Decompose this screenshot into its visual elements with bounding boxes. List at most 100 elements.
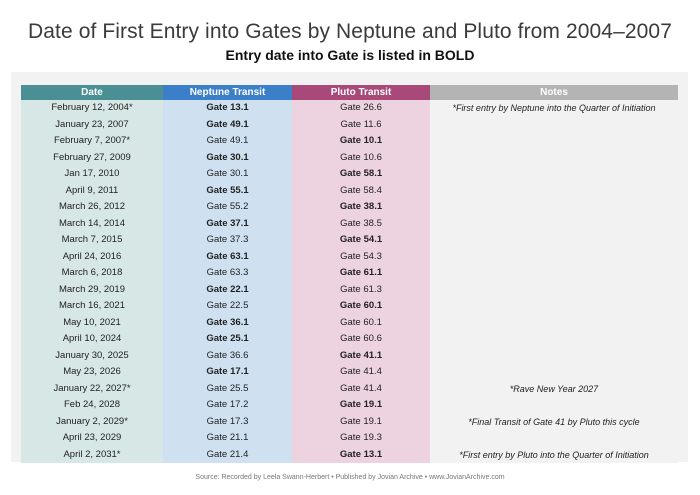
table-row: February 12, 2004* Gate 13.1 Gate 26.6 *Fir…: [21, 100, 678, 117]
neptune-transit-cell: Gate 25.5: [163, 380, 292, 397]
neptune-transit-cell: Gate 37.3: [163, 232, 292, 249]
notes-cell: [430, 215, 678, 232]
table-row: March 16, 2021 Gate 22.5 Gate 60.1: [21, 298, 678, 315]
date-cell: March 7, 2015: [21, 232, 163, 249]
neptune-transit-cell: Gate 30.1: [163, 149, 292, 166]
date-cell: April 10, 2024: [21, 331, 163, 348]
table-row: April 9, 2011 Gate 55.1 Gate 58.4: [21, 182, 678, 199]
header-pluto-transit: Pluto Transit: [292, 85, 430, 100]
date-cell: March 16, 2021: [21, 298, 163, 315]
pluto-transit-cell: Gate 13.1: [292, 446, 430, 463]
page-title: Date of First Entry into Gates by Neptun…: [28, 20, 672, 43]
neptune-transit-cell: Gate 55.2: [163, 199, 292, 216]
table-row: January 30, 2025 Gate 36.6 Gate 41.1: [21, 347, 678, 364]
date-cell: January 23, 2007: [21, 116, 163, 133]
pluto-transit-cell: Gate 19.1: [292, 397, 430, 414]
neptune-transit-cell: Gate 21.4: [163, 446, 292, 463]
table-row: April 23, 2029 Gate 21.1 Gate 19.3: [21, 430, 678, 447]
notes-cell: [430, 232, 678, 249]
table-row: March 29, 2019 Gate 22.1 Gate 61.3: [21, 281, 678, 298]
pluto-transit-cell: Gate 58.4: [292, 182, 430, 199]
neptune-transit-cell: Gate 17.2: [163, 397, 292, 414]
table-row: March 26, 2012 Gate 55.2 Gate 38.1: [21, 199, 678, 216]
notes-cell: *First entry by Neptune into the Quarter…: [430, 100, 678, 117]
table-row: January 23, 2007 Gate 49.1 Gate 11.6: [21, 116, 678, 133]
pluto-transit-cell: Gate 38.5: [292, 215, 430, 232]
date-cell: April 9, 2011: [21, 182, 163, 199]
header-date: Date: [21, 85, 163, 100]
pluto-transit-cell: Gate 11.6: [292, 116, 430, 133]
date-cell: January 2, 2029*: [21, 413, 163, 430]
neptune-transit-cell: Gate 49.1: [163, 116, 292, 133]
neptune-transit-cell: Gate 63.3: [163, 265, 292, 282]
table-row: Jan 17, 2010 Gate 30.1 Gate 58.1: [21, 166, 678, 183]
pluto-transit-cell: Gate 41.4: [292, 380, 430, 397]
date-cell: January 30, 2025: [21, 347, 163, 364]
neptune-transit-cell: Gate 22.1: [163, 281, 292, 298]
table-header-row: Date Neptune Transit Pluto Transit Notes: [21, 85, 678, 100]
notes-cell: [430, 199, 678, 216]
notes-cell: *Rave New Year 2027: [430, 380, 678, 397]
notes-cell: [430, 397, 678, 414]
pluto-transit-cell: Gate 19.3: [292, 430, 430, 447]
date-cell: March 14, 2014: [21, 215, 163, 232]
table-row: March 7, 2015 Gate 37.3 Gate 54.1: [21, 232, 678, 249]
neptune-transit-cell: Gate 49.1: [163, 133, 292, 150]
date-cell: April 23, 2029: [21, 430, 163, 447]
date-cell: March 29, 2019: [21, 281, 163, 298]
notes-cell: [430, 182, 678, 199]
pluto-transit-cell: Gate 41.4: [292, 364, 430, 381]
pluto-transit-cell: Gate 19.1: [292, 413, 430, 430]
date-cell: January 22, 2027*: [21, 380, 163, 397]
notes-cell: [430, 133, 678, 150]
neptune-transit-cell: Gate 36.1: [163, 314, 292, 331]
notes-cell: *First entry by Pluto into the Quarter o…: [430, 446, 678, 463]
date-cell: April 24, 2016: [21, 248, 163, 265]
table-row: February 27, 2009 Gate 30.1 Gate 10.6: [21, 149, 678, 166]
pluto-transit-cell: Gate 10.6: [292, 149, 430, 166]
table-row: March 6, 2018 Gate 63.3 Gate 61.1: [21, 265, 678, 282]
notes-cell: [430, 347, 678, 364]
date-cell: February 27, 2009: [21, 149, 163, 166]
header-neptune-transit: Neptune Transit: [163, 85, 292, 100]
neptune-transit-cell: Gate 37.1: [163, 215, 292, 232]
pluto-transit-cell: Gate 60.1: [292, 314, 430, 331]
table-row: April 2, 2031* Gate 21.4 Gate 13.1 *First e…: [21, 446, 678, 463]
gate-entry-table: Date Neptune Transit Pluto Transit Notes…: [21, 85, 678, 463]
pluto-transit-cell: Gate 26.6: [292, 100, 430, 117]
pluto-transit-cell: Gate 54.3: [292, 248, 430, 265]
neptune-transit-cell: Gate 63.1: [163, 248, 292, 265]
page-subtitle: Entry date into Gate is listed in BOLD: [225, 47, 475, 63]
table-row: February 7, 2007* Gate 49.1 Gate 10.1: [21, 133, 678, 150]
header-notes: Notes: [430, 85, 678, 100]
notes-cell: [430, 166, 678, 183]
neptune-transit-cell: Gate 13.1: [163, 100, 292, 117]
date-cell: Jan 17, 2010: [21, 166, 163, 183]
pluto-transit-cell: Gate 58.1: [292, 166, 430, 183]
pluto-transit-cell: Gate 60.1: [292, 298, 430, 315]
date-cell: Feb 24, 2028: [21, 397, 163, 414]
date-cell: May 10, 2021: [21, 314, 163, 331]
table-row: May 10, 2021 Gate 36.1 Gate 60.1: [21, 314, 678, 331]
neptune-transit-cell: Gate 21.1: [163, 430, 292, 447]
neptune-transit-cell: Gate 25.1: [163, 331, 292, 348]
notes-cell: [430, 248, 678, 265]
neptune-transit-cell: Gate 55.1: [163, 182, 292, 199]
notes-cell: [430, 298, 678, 315]
table-row: May 23, 2026 Gate 17.1 Gate 41.4: [21, 364, 678, 381]
neptune-transit-cell: Gate 17.1: [163, 364, 292, 381]
date-cell: March 26, 2012: [21, 199, 163, 216]
neptune-transit-cell: Gate 30.1: [163, 166, 292, 183]
notes-cell: [430, 331, 678, 348]
neptune-transit-cell: Gate 22.5: [163, 298, 292, 315]
date-cell: February 7, 2007*: [21, 133, 163, 150]
date-cell: March 6, 2018: [21, 265, 163, 282]
table-row: January 2, 2029* Gate 17.3 Gate 19.1 *Final…: [21, 413, 678, 430]
notes-cell: [430, 149, 678, 166]
pluto-transit-cell: Gate 60.6: [292, 331, 430, 348]
notes-cell: *Final Transit of Gate 41 by Pluto this …: [430, 413, 678, 430]
pluto-transit-cell: Gate 61.3: [292, 281, 430, 298]
table-body: February 12, 2004* Gate 13.1 Gate 26.6 *Fir…: [21, 100, 678, 463]
notes-cell: [430, 364, 678, 381]
pluto-transit-cell: Gate 38.1: [292, 199, 430, 216]
